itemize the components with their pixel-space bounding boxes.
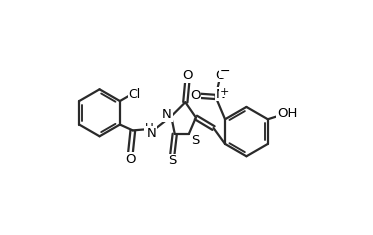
Text: S: S: [168, 154, 176, 168]
Text: −: −: [220, 65, 230, 78]
Text: N: N: [146, 127, 156, 140]
Text: N: N: [216, 88, 226, 101]
Text: N: N: [162, 108, 172, 121]
Text: O: O: [215, 69, 226, 82]
Text: O: O: [190, 89, 201, 102]
Text: +: +: [220, 87, 229, 97]
Text: S: S: [191, 134, 200, 147]
Text: O: O: [182, 69, 193, 82]
Text: OH: OH: [277, 107, 298, 120]
Text: H: H: [145, 121, 154, 135]
Text: Cl: Cl: [129, 88, 141, 101]
Text: O: O: [125, 153, 136, 166]
